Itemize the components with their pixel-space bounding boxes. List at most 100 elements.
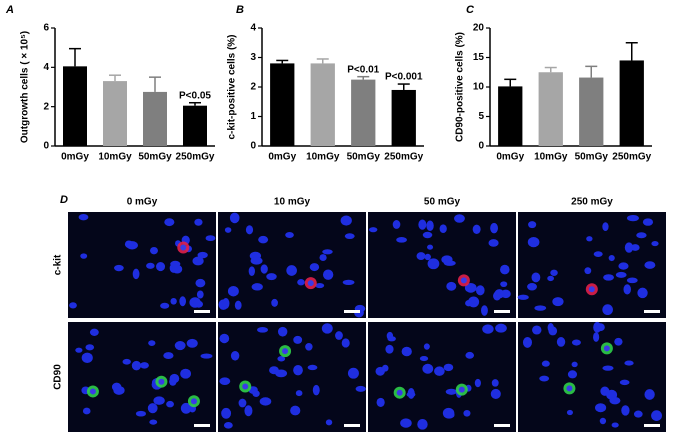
nucleus — [259, 397, 272, 406]
nucleus — [260, 264, 268, 274]
image-bg — [218, 212, 366, 318]
nucleus — [488, 239, 499, 247]
nucleus — [500, 281, 508, 288]
nucleus — [441, 255, 453, 264]
annotation: P<0.01 — [347, 64, 379, 75]
nucleus — [341, 338, 350, 348]
stained-nucleus — [566, 385, 573, 392]
nucleus — [602, 365, 614, 371]
nucleus — [621, 405, 630, 416]
nucleus — [442, 407, 455, 419]
nucleus — [340, 215, 352, 226]
nucleus — [446, 281, 457, 291]
nucleus — [69, 302, 77, 309]
nucleus — [180, 402, 192, 414]
nucleus — [307, 364, 318, 371]
nucleus — [169, 373, 180, 384]
nucleus — [419, 355, 429, 362]
nucleus — [170, 260, 181, 268]
nucleus — [250, 257, 263, 265]
nucleus — [251, 283, 263, 291]
bar — [538, 72, 563, 146]
nucleus — [550, 269, 558, 276]
nucleus — [454, 214, 465, 223]
nucleus — [244, 405, 253, 417]
nucleus — [427, 258, 440, 270]
bar — [619, 60, 644, 147]
nucleus — [321, 323, 333, 334]
column-label: 250 mGy — [571, 197, 613, 208]
x-tick-label: 10mGy — [98, 152, 132, 163]
nucleus — [387, 336, 396, 342]
nucleus — [312, 384, 320, 396]
nucleus — [636, 232, 647, 239]
nucleus — [528, 221, 537, 229]
nucleus — [495, 323, 507, 333]
x-tick-label: 10mGy — [306, 152, 340, 163]
nucleus — [355, 385, 366, 392]
panel-label: B — [236, 4, 244, 16]
nucleus — [445, 388, 458, 395]
nucleus — [626, 214, 639, 222]
nucleus — [626, 277, 638, 284]
nucleus — [78, 213, 89, 221]
nucleus — [608, 255, 615, 262]
stained-nucleus — [458, 386, 465, 393]
bar — [351, 79, 376, 146]
nucleus — [286, 265, 297, 276]
bar — [143, 91, 167, 146]
nucleus — [385, 344, 394, 354]
nucleus — [113, 385, 125, 395]
nucleus — [534, 305, 547, 311]
nucleus — [463, 409, 471, 417]
nucleus — [548, 326, 558, 336]
nucleus — [624, 242, 634, 253]
nucleus — [614, 337, 623, 346]
nucleus — [464, 282, 477, 293]
bar — [270, 63, 295, 146]
nucleus — [147, 403, 158, 414]
nucleus — [258, 235, 269, 244]
nucleus — [132, 268, 140, 280]
nucleus — [400, 418, 412, 428]
nucleus — [347, 367, 359, 379]
nucleus — [422, 363, 434, 374]
nucleus — [401, 346, 412, 357]
nucleus — [522, 337, 533, 348]
micrograph — [68, 322, 216, 432]
stained-nucleus — [158, 378, 165, 385]
stained-nucleus — [588, 286, 595, 293]
y-axis-label: CD90-positive cells (%) — [455, 32, 466, 142]
nucleus — [146, 262, 155, 269]
nucleus — [305, 342, 313, 351]
y-tick-label: 20 — [473, 23, 485, 34]
y-tick-label: 0 — [478, 141, 484, 152]
nucleus — [531, 272, 541, 283]
nucleus — [490, 388, 501, 399]
micrograph — [368, 322, 516, 432]
nucleus — [630, 244, 640, 251]
nucleus — [277, 356, 286, 362]
nucleus — [571, 339, 581, 346]
nucleus — [342, 279, 355, 285]
nucleus — [85, 344, 95, 351]
y-tick-label: 10 — [473, 82, 485, 93]
x-tick-label: 0mGy — [496, 152, 524, 163]
nucleus — [465, 300, 473, 307]
nucleus — [423, 343, 430, 350]
nucleus — [295, 390, 303, 397]
nucleus — [603, 274, 615, 281]
nucleus — [81, 352, 93, 363]
nucleus — [335, 331, 343, 340]
micrograph — [518, 321, 666, 432]
micrograph — [218, 322, 366, 432]
y-tick-label: 5 — [478, 111, 484, 122]
nucleus — [89, 328, 99, 336]
nucleus — [602, 304, 613, 316]
nucleus — [637, 287, 648, 299]
nucleus — [229, 212, 240, 224]
nucleus — [472, 224, 481, 234]
nucleus — [166, 400, 174, 408]
x-tick-label: 0mGy — [61, 152, 89, 163]
x-tick-label: 250mGy — [612, 152, 651, 163]
